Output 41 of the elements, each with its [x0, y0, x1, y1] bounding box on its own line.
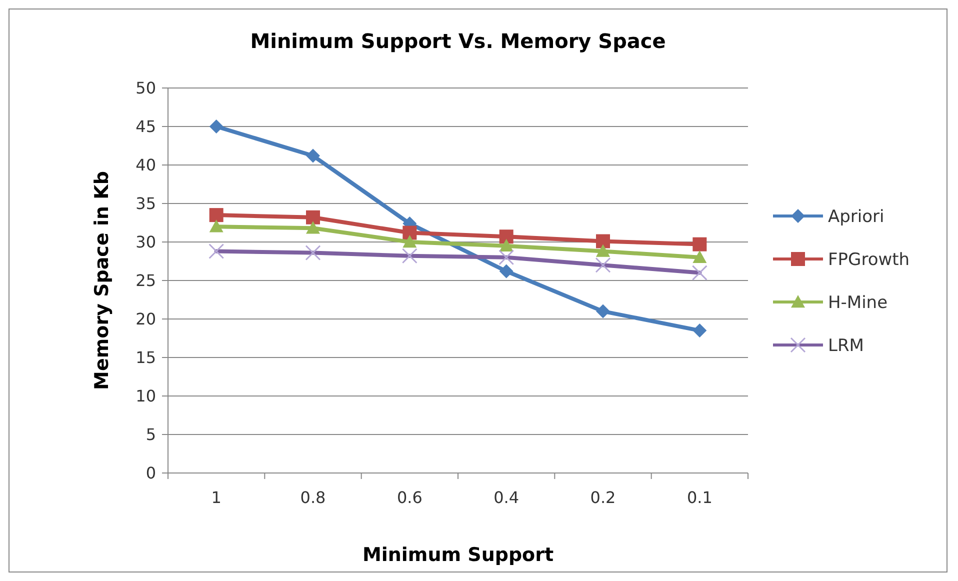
y-axis-title: Memory Space in Kb: [91, 171, 113, 390]
point: [306, 221, 320, 234]
x-tick-label: 0.1: [686, 488, 712, 507]
point: [209, 220, 224, 232]
point: [209, 208, 224, 222]
x-axis-title: Minimum Support: [362, 544, 554, 566]
point: [596, 244, 610, 257]
x-tick-label: 0.6: [396, 488, 422, 507]
legend-label: FPGrowth: [828, 250, 910, 270]
y-tick-label: 10: [136, 386, 156, 406]
y-tick-label: 45: [136, 117, 156, 136]
legend-label: LRM: [828, 336, 864, 356]
y-tick-label: 0: [146, 464, 156, 483]
x-tick-label: 0.2: [590, 488, 616, 507]
point: [499, 230, 514, 244]
point: [499, 264, 514, 278]
y-tick-label: 30: [136, 232, 156, 252]
point: [596, 304, 610, 318]
point: [692, 237, 707, 252]
point: [402, 235, 417, 248]
y-tick-label: 20: [136, 310, 156, 329]
point: [596, 234, 610, 248]
x-tick-label: 1: [211, 488, 222, 507]
point: [209, 120, 224, 134]
legend-label: H-Mine: [828, 292, 888, 313]
y-tick-label: 50: [136, 78, 156, 98]
point: [499, 238, 514, 252]
x-tick-label: 0.4: [494, 488, 520, 507]
y-tick-label: 40: [136, 156, 156, 175]
point: [402, 226, 417, 240]
point: [692, 250, 707, 263]
point: [306, 210, 320, 224]
y-tick-label: 15: [136, 348, 156, 368]
chart-title: Minimum Support Vs. Memory Space: [250, 29, 666, 53]
point: [306, 148, 320, 163]
y-tick-label: 35: [136, 194, 156, 214]
point: [692, 324, 707, 338]
x-tick-label: 0.8: [300, 488, 326, 507]
y-tick-label: 5: [146, 425, 156, 444]
legend-label: Apriori: [828, 206, 884, 227]
y-tick-label: 25: [136, 271, 156, 290]
